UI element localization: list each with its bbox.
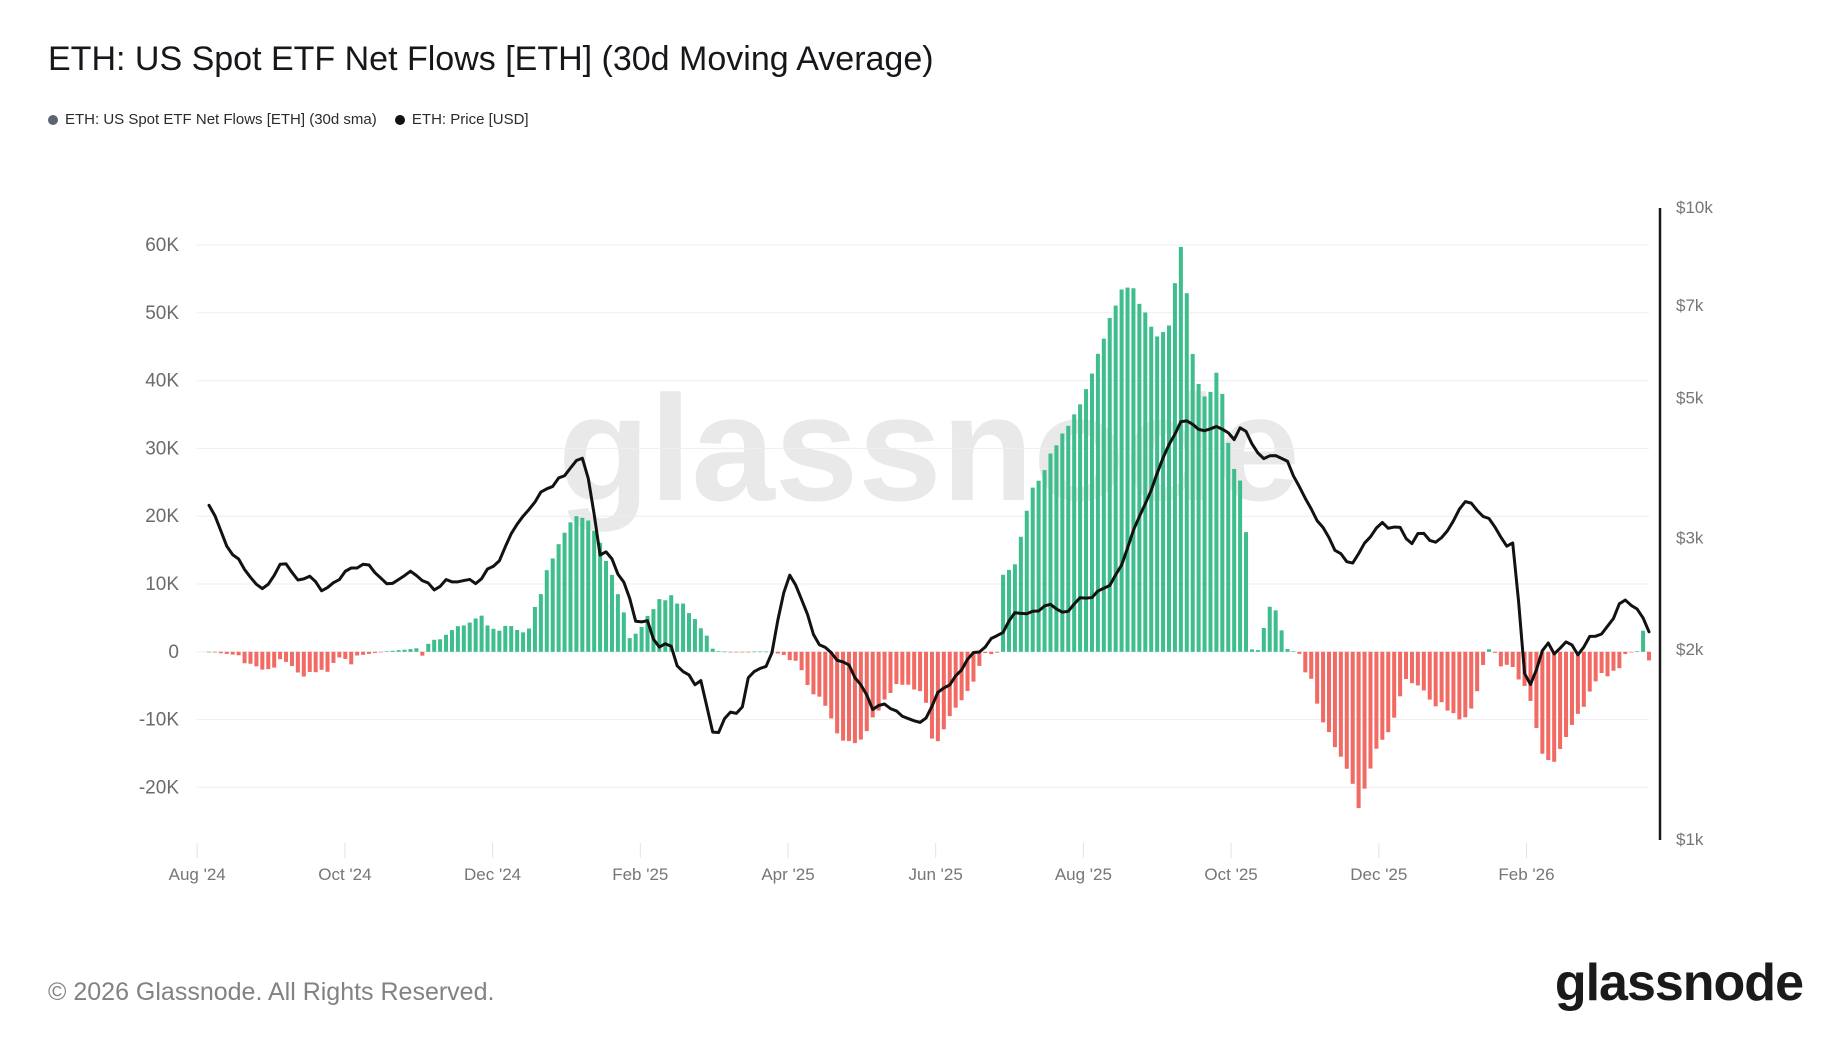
svg-text:Aug '25: Aug '25	[1055, 865, 1112, 884]
svg-text:10K: 10K	[145, 574, 179, 595]
svg-text:Feb '26: Feb '26	[1498, 865, 1554, 884]
svg-text:Oct '25: Oct '25	[1204, 865, 1257, 884]
svg-text:40K: 40K	[145, 371, 179, 392]
svg-text:-20K: -20K	[139, 777, 179, 798]
svg-text:$5k: $5k	[1676, 388, 1704, 407]
svg-text:Jun '25: Jun '25	[909, 865, 963, 884]
svg-text:-10K: -10K	[139, 710, 179, 731]
svg-text:$7k: $7k	[1676, 296, 1704, 315]
svg-text:0: 0	[168, 642, 179, 663]
svg-text:Dec '25: Dec '25	[1350, 865, 1407, 884]
svg-text:Aug '24: Aug '24	[169, 865, 226, 884]
svg-text:$3k: $3k	[1676, 528, 1704, 547]
svg-text:60K: 60K	[145, 235, 179, 256]
svg-text:50K: 50K	[145, 303, 179, 324]
svg-text:30K: 30K	[145, 438, 179, 459]
svg-text:Oct '24: Oct '24	[318, 865, 371, 884]
svg-text:20K: 20K	[145, 506, 179, 527]
svg-text:Dec '24: Dec '24	[464, 865, 521, 884]
svg-text:$1k: $1k	[1676, 830, 1704, 849]
svg-text:$2k: $2k	[1676, 640, 1704, 659]
svg-text:Feb '25: Feb '25	[612, 865, 668, 884]
svg-text:Apr '25: Apr '25	[761, 865, 814, 884]
svg-text:$10k: $10k	[1676, 198, 1713, 217]
